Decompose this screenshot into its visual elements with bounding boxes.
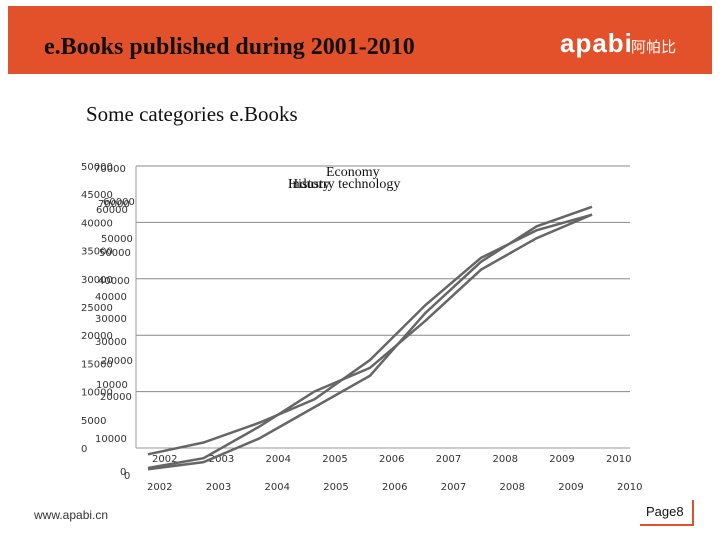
x-tick-label: 2005 — [323, 482, 348, 493]
y-tick-label: 30000 — [81, 275, 113, 286]
footer-url[interactable]: www.apabi.cn — [34, 508, 109, 522]
overlap-tick-label: 70000 — [98, 199, 130, 210]
y-tick-label: 15000 — [81, 359, 113, 370]
y-tick-label: 50000 — [81, 162, 113, 173]
header-bar: e.Books published during 2001-2010 apabi… — [8, 6, 712, 74]
overlap-tick-label: 30000 — [95, 314, 127, 325]
x-tick-label: 2008 — [493, 454, 518, 465]
x-tick-label: 2006 — [382, 482, 407, 493]
x-tick-label: 2006 — [379, 454, 404, 465]
x-tick-label: 2002 — [152, 454, 177, 465]
y-tick-label: 35000 — [81, 247, 113, 258]
page-bracket — [640, 500, 694, 526]
apabi-logo-cn: 阿帕比 — [631, 38, 677, 56]
y-tick-label: 25000 — [81, 303, 113, 314]
x-tick-label: 2008 — [500, 482, 525, 493]
overlap-tick-label: 20000 — [101, 356, 133, 367]
y-tick-label: 5000 — [81, 416, 106, 427]
x-tick-label: 2004 — [265, 482, 290, 493]
legend-label: Industry technology — [288, 177, 400, 192]
overlap-tick-label: 70000 — [94, 164, 126, 175]
x-tick-label: 2005 — [322, 454, 347, 465]
y-tick-label: 20000 — [81, 331, 113, 342]
x-tick-label: 2010 — [606, 454, 631, 465]
legend-label: Economy — [326, 165, 380, 180]
page-number: Page8 — [646, 504, 684, 519]
overlap-tick-label: 0 — [124, 471, 130, 482]
x-tick-label: 2010 — [617, 482, 642, 493]
overlap-tick-label: 60000 — [103, 197, 135, 208]
y-tick-label: 10000 — [81, 388, 113, 399]
overlap-tick-label: 40000 — [98, 276, 130, 287]
x-tick-label: 2009 — [558, 482, 583, 493]
apabi-logo: apabi — [560, 28, 633, 58]
slide-title: e.Books published during 2001-2010 — [44, 34, 415, 60]
y-tick-label: 45000 — [81, 190, 113, 201]
series-line — [147, 205, 593, 471]
overlap-tick-label: 50000 — [101, 234, 133, 245]
overlap-tick-label: 40000 — [95, 292, 127, 303]
x-tick-label: 2004 — [266, 454, 291, 465]
overlap-tick-label: 20000 — [100, 392, 132, 403]
overlap-tick-label: 10000 — [96, 380, 128, 391]
x-tick-label: 2002 — [147, 482, 172, 493]
overlap-tick-label: 30000 — [95, 337, 127, 348]
chart-subtitle: Some categories e.Books — [86, 102, 298, 126]
x-tick-label: 2007 — [441, 482, 466, 493]
overlap-tick-label: 60000 — [96, 205, 128, 216]
y-tick-label: 40000 — [81, 218, 113, 229]
y-tick-label: 0 — [81, 444, 87, 455]
legend-label: History — [288, 177, 330, 192]
overlap-tick-label: 10000 — [95, 434, 127, 445]
overlap-tick-label: 0 — [120, 467, 126, 478]
series-line — [147, 213, 593, 456]
x-tick-label: 2009 — [549, 454, 574, 465]
x-tick-label: 2007 — [436, 454, 461, 465]
overlap-tick-label: 50000 — [99, 248, 131, 259]
series-line — [147, 213, 593, 470]
x-tick-label: 2003 — [206, 482, 231, 493]
x-tick-label: 2003 — [209, 454, 234, 465]
